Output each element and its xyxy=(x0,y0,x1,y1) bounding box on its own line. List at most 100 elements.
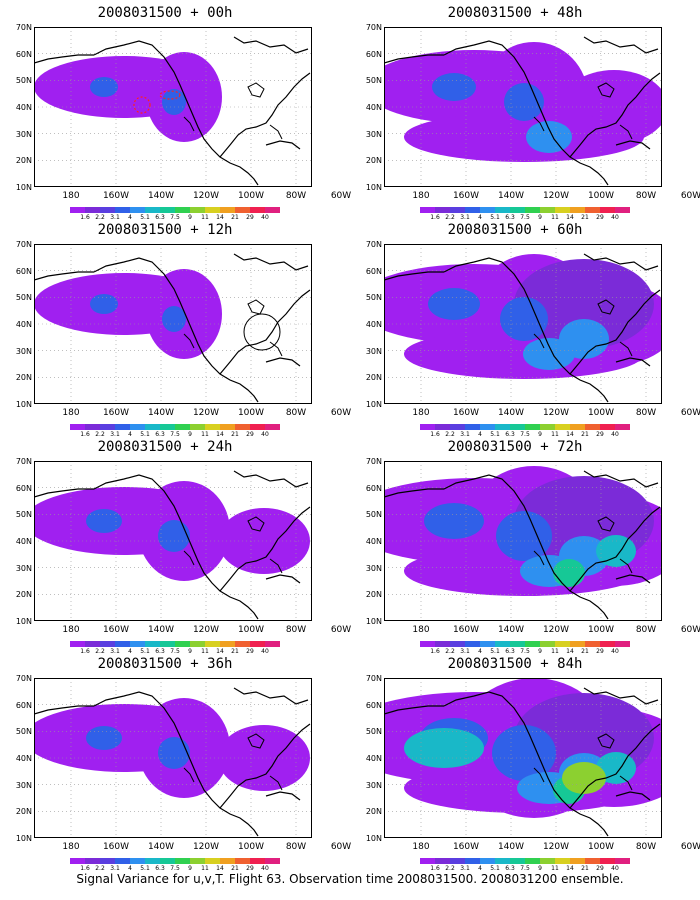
colorbar-swatch xyxy=(145,641,160,647)
colorbar-swatch xyxy=(70,858,85,864)
colorbar-label: 2.2 xyxy=(95,431,105,438)
lat-tick-label: 30N xyxy=(15,346,32,356)
lat-lon-grid xyxy=(34,678,312,838)
colorbar-swatch xyxy=(615,641,630,647)
colorbar-label: 2.2 xyxy=(95,865,105,872)
colorbar-swatch xyxy=(250,424,265,430)
colorbar-swatch xyxy=(160,207,175,213)
lat-tick-label: 30N xyxy=(365,129,382,139)
colorbar-label: 6.3 xyxy=(155,648,165,655)
colorbar-swatch xyxy=(600,207,615,213)
colorbar-label: 5.1 xyxy=(140,431,150,438)
colorbar-label: 7.5 xyxy=(520,214,530,221)
colorbar-label: 9 xyxy=(538,648,542,655)
lon-tick-label: 160W xyxy=(452,408,480,418)
colorbar-label: 7.5 xyxy=(170,431,180,438)
lat-tick-label: 50N xyxy=(15,293,32,303)
colorbar-label: 9 xyxy=(188,214,192,221)
colorbar-swatch xyxy=(160,424,175,430)
lat-tick-label: 10N xyxy=(365,834,382,843)
map-plot-area xyxy=(34,461,312,621)
colorbar-swatch xyxy=(525,424,540,430)
lon-tick-label: 80W xyxy=(285,191,307,201)
colorbar-swatch xyxy=(250,858,265,864)
map-plot-area xyxy=(34,27,312,187)
colorbar-swatch xyxy=(495,424,510,430)
colorbar-label: 3.1 xyxy=(110,214,120,221)
map-panel: 2008031500 + 12h 70N 60N 50N 40N 30N 20N 10N 18… xyxy=(0,222,351,439)
colorbar-swatch xyxy=(615,424,630,430)
colorbar xyxy=(420,858,630,864)
colorbar-label: 7.5 xyxy=(170,648,180,655)
variance-field xyxy=(34,52,222,142)
lat-tick-label: 70N xyxy=(365,240,382,249)
colorbar-labels: 1.6 2.2 3.1 4 5.1 6.3 7.5 9 11 14 21 29 40 xyxy=(420,648,630,656)
lat-tick-label: 40N xyxy=(15,537,32,546)
lon-tick-label: 80W xyxy=(635,408,657,418)
lat-tick-label: 40N xyxy=(365,537,382,546)
lon-tick-label: 100W xyxy=(587,408,615,418)
lon-tick-label: 60W xyxy=(330,191,352,201)
colorbar-label: 5.1 xyxy=(490,431,500,438)
colorbar-label: 6.3 xyxy=(155,214,165,221)
colorbar-swatch xyxy=(495,858,510,864)
colorbar-label: 4 xyxy=(478,648,482,655)
lon-tick-label: 120W xyxy=(542,408,570,418)
colorbar-swatch xyxy=(235,207,250,213)
lat-tick-label: 60N xyxy=(365,700,382,710)
colorbar-swatch xyxy=(435,424,450,430)
colorbar-swatch xyxy=(190,207,205,213)
colorbar-swatch xyxy=(235,641,250,647)
colorbar-swatch xyxy=(510,858,525,864)
colorbar-label: 11 xyxy=(551,214,559,221)
map-panel: 2008031500 + 36h 70N 60N 50N 40N 30N 20N 10N 18… xyxy=(0,656,351,872)
colorbar-swatch xyxy=(100,207,115,213)
colorbar-swatch xyxy=(585,641,600,647)
colorbar-swatch xyxy=(145,207,160,213)
colorbar-swatch xyxy=(600,424,615,430)
colorbar-label: 14 xyxy=(216,214,224,221)
colorbar-label: 1.6 xyxy=(430,431,440,438)
colorbar-label: 40 xyxy=(261,865,269,872)
lon-tick-label: 140W xyxy=(497,625,525,635)
colorbar xyxy=(70,641,280,647)
panel-title: 2008031500 + 00h xyxy=(97,5,233,21)
colorbar-label: 5.1 xyxy=(140,865,150,872)
lon-tick-label: 140W xyxy=(497,191,525,201)
colorbar-label: 21 xyxy=(581,648,589,655)
colorbar-swatch xyxy=(435,641,450,647)
lat-tick-label: 30N xyxy=(365,563,382,573)
colorbar-swatch xyxy=(100,858,115,864)
lon-tick-label: 100W xyxy=(237,625,265,635)
colorbar-label: 29 xyxy=(246,648,254,655)
colorbar-label: 11 xyxy=(201,648,209,655)
lat-tick-label: 10N xyxy=(15,183,32,192)
colorbar-swatch xyxy=(100,641,115,647)
colorbar-label: 3.1 xyxy=(460,648,470,655)
colorbar-swatch xyxy=(130,858,145,864)
colorbar-label: 14 xyxy=(566,865,574,872)
colorbar-swatch xyxy=(160,858,175,864)
colorbar-labels: 1.6 2.2 3.1 4 5.1 6.3 7.5 9 11 14 21 29 40 xyxy=(420,865,630,873)
colorbar-swatch xyxy=(615,207,630,213)
colorbar-label: 40 xyxy=(261,214,269,221)
colorbar-swatch xyxy=(85,207,100,213)
lat-tick-label: 70N xyxy=(15,23,32,32)
colorbar-labels: 1.6 2.2 3.1 4 5.1 6.3 7.5 9 11 14 21 29 40 xyxy=(70,431,280,439)
colorbar-label: 11 xyxy=(551,865,559,872)
lon-tick-label: 100W xyxy=(237,408,265,418)
colorbar-swatch xyxy=(145,424,160,430)
colorbar-swatch xyxy=(190,858,205,864)
panel-title: 2008031500 + 24h xyxy=(97,439,233,455)
lon-tick-label: 160W xyxy=(452,625,480,635)
colorbar-swatch xyxy=(465,641,480,647)
colorbar-label: 5.1 xyxy=(140,648,150,655)
lat-tick-label: 70N xyxy=(15,457,32,466)
colorbar-swatch xyxy=(235,424,250,430)
lat-lon-grid xyxy=(384,244,662,404)
map-plot-area xyxy=(384,678,662,838)
colorbar-label: 9 xyxy=(188,865,192,872)
colorbar-swatch xyxy=(190,424,205,430)
colorbar-label: 21 xyxy=(231,648,239,655)
colorbar-label: 1.6 xyxy=(80,431,90,438)
